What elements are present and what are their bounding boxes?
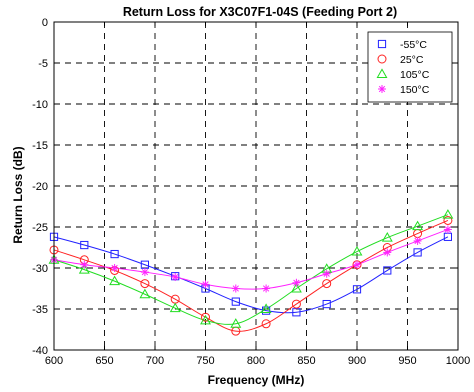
x-tick-label: 700 <box>146 355 164 367</box>
data-point-star <box>171 273 180 282</box>
data-point-triangle <box>351 245 363 256</box>
data-point-circle <box>140 279 150 289</box>
data-point-star <box>140 268 149 277</box>
data-point-square <box>231 297 240 306</box>
data-point-circle <box>443 215 453 225</box>
data-point-star <box>110 264 119 272</box>
y-tick-label: -30 <box>32 263 48 275</box>
data-point-star <box>383 248 392 257</box>
y-tick-label: -25 <box>32 222 48 234</box>
data-point-star <box>201 280 210 289</box>
data-point-triangle <box>230 318 242 328</box>
series-line-2 <box>53 219 449 332</box>
y-tick-label: -5 <box>38 58 48 70</box>
y-tick-label: -15 <box>32 140 48 152</box>
data-point-square <box>292 308 301 317</box>
data-point-square <box>383 266 392 275</box>
data-point-star <box>322 269 331 278</box>
x-tick-label: 600 <box>45 355 63 367</box>
x-tick-label: 800 <box>247 355 265 367</box>
data-point-square <box>322 299 331 309</box>
series-markers <box>48 209 454 336</box>
y-tick-label: -40 <box>32 345 48 357</box>
data-point-star <box>262 284 271 293</box>
data-point-triangle <box>139 288 151 299</box>
legend-label: 150°C <box>400 84 430 96</box>
series-line-3 <box>53 214 449 325</box>
y-axis-label: Return Loss (dB) <box>11 146 25 243</box>
data-point-star <box>231 284 240 293</box>
axis-ticks: 600 650 700 750 800 850 900 950 1000 0 -5 -10 -15 -20… <box>32 17 470 367</box>
legend-label: 105°C <box>400 69 430 81</box>
x-tick-label: 650 <box>95 355 113 367</box>
data-point-triangle <box>109 275 121 286</box>
data-point-square <box>413 248 422 257</box>
legend-marker-circle <box>377 54 387 64</box>
legend-marker-square <box>377 39 387 49</box>
data-point-triangle <box>412 220 424 231</box>
x-tick-label: 950 <box>398 355 416 367</box>
data-point-triangle <box>381 232 393 242</box>
data-point-circle <box>201 312 210 322</box>
data-point-triangle <box>169 302 181 313</box>
x-tick-label: 900 <box>348 355 366 367</box>
data-point-circle <box>291 299 301 309</box>
x-tick-label: 850 <box>297 355 315 367</box>
data-point-square <box>80 240 89 250</box>
y-tick-label: -10 <box>32 99 48 111</box>
data-point-star <box>413 236 422 245</box>
data-point-circle <box>322 279 332 289</box>
x-tick-label: 750 <box>196 355 214 367</box>
data-point-triangle <box>200 314 211 325</box>
legend-label: 25°C <box>400 54 424 66</box>
legend: -55°C 25°C 105°C 150°C <box>367 31 453 103</box>
data-point-square <box>352 285 362 294</box>
data-point-triangle <box>290 282 302 293</box>
y-tick-label: -20 <box>32 181 48 193</box>
chart-title: Return Loss for X3C07F1-04S (Feeding Por… <box>123 5 397 19</box>
grid-lines <box>54 22 458 350</box>
data-point-circle <box>261 319 271 329</box>
data-point-star <box>80 260 89 269</box>
series-line-1 <box>53 236 449 314</box>
data-point-star <box>443 225 452 234</box>
x-tick-label: 1000 <box>446 355 470 367</box>
data-point-star <box>353 260 361 269</box>
data-point-triangle <box>260 303 272 313</box>
legend-marker-star <box>378 85 386 93</box>
legend-label: -55°C <box>400 39 427 51</box>
data-point-triangle <box>78 264 90 274</box>
data-point-star <box>292 278 301 287</box>
legend-marker-triangle <box>376 68 388 78</box>
y-tick-label: -35 <box>32 304 48 316</box>
x-axis-label: Frequency (MHz) <box>208 373 305 387</box>
y-tick-label: 0 <box>42 17 48 29</box>
data-point-square <box>110 249 119 259</box>
data-point-triangle <box>442 209 454 219</box>
